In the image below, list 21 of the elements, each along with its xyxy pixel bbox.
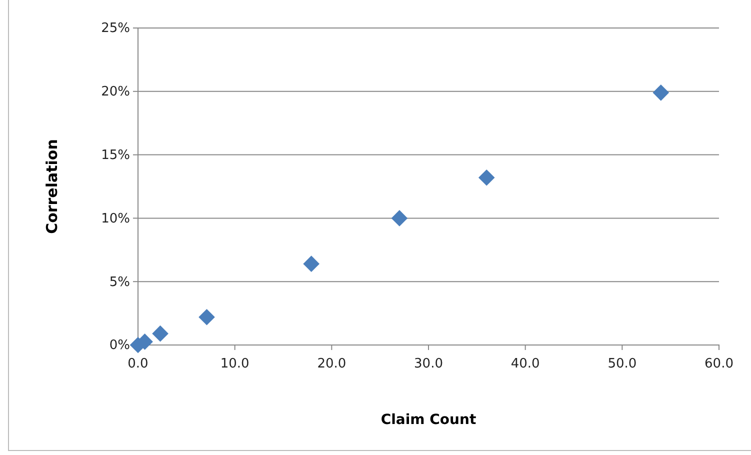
point	[152, 325, 168, 342]
x-tick-label: 40.0	[510, 356, 540, 372]
x-tick-label: 60.0	[704, 356, 734, 372]
x-tick-label: 20.0	[317, 356, 346, 372]
x-tick-label: 0.0	[128, 356, 148, 372]
point	[652, 84, 670, 101]
y-tick-label: 20%	[101, 84, 130, 100]
y-tick-label: 5%	[109, 274, 130, 290]
point	[391, 210, 408, 226]
point	[198, 308, 215, 326]
point	[478, 169, 495, 186]
x-axis-title: Claim Count	[380, 412, 476, 428]
y-tick-label: 10%	[101, 211, 130, 226]
y-tick-label: 25%	[101, 21, 130, 36]
y-tick-label: 15%	[101, 148, 130, 163]
x-tick-label: 10.0	[220, 356, 250, 372]
x-tick-label: 50.0	[608, 356, 637, 372]
y-axis-title: Correlation	[43, 139, 61, 234]
point	[303, 256, 320, 272]
x-tick-label: 30.0	[414, 356, 443, 372]
y-tick-label: 0%	[109, 338, 130, 354]
